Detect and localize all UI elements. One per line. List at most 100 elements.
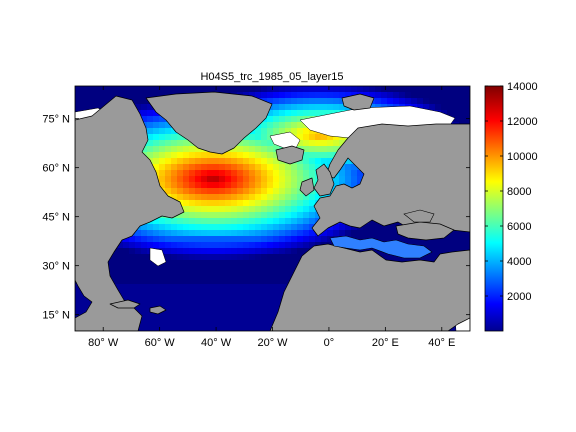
field-cell	[243, 272, 250, 279]
field-cell	[141, 308, 148, 315]
field-cell	[273, 212, 280, 219]
field-cell	[207, 248, 214, 255]
field-cell	[267, 320, 274, 327]
field-cell	[171, 284, 178, 291]
field-cell	[453, 98, 460, 105]
field-cell	[165, 158, 172, 165]
field-cell	[207, 290, 214, 297]
field-cell	[165, 248, 172, 255]
field-cell	[189, 230, 196, 237]
field-cell	[219, 254, 226, 261]
field-cell	[75, 98, 82, 105]
field-cell	[159, 320, 166, 327]
field-cell	[195, 242, 202, 249]
field-cell	[177, 302, 184, 309]
field-cell	[165, 146, 172, 153]
field-cell	[435, 236, 442, 243]
field-cell	[213, 314, 220, 321]
field-cell	[273, 176, 280, 183]
field-cell	[273, 182, 280, 189]
field-cell	[171, 188, 178, 195]
field-cell	[249, 86, 256, 93]
field-cell	[441, 242, 448, 249]
field-cell	[207, 176, 214, 183]
field-cell	[243, 146, 250, 153]
field-cell	[171, 236, 178, 243]
field-cell	[225, 278, 232, 285]
field-cell	[165, 314, 172, 321]
field-cell	[465, 230, 470, 237]
field-cell	[249, 194, 256, 201]
field-cell	[279, 290, 286, 297]
field-cell	[123, 242, 130, 249]
field-cell	[183, 182, 190, 189]
field-cell	[225, 296, 232, 303]
field-cell	[195, 188, 202, 195]
field-cell	[285, 98, 292, 105]
field-cell	[363, 224, 370, 231]
field-cell	[375, 248, 382, 255]
field-cell	[261, 146, 268, 153]
field-cell	[201, 230, 208, 237]
field-cell	[387, 236, 394, 243]
field-cell	[303, 248, 310, 255]
field-cell	[297, 116, 304, 123]
field-cell	[465, 92, 470, 99]
field-cell	[465, 116, 470, 123]
field-cell	[219, 170, 226, 177]
field-cell	[279, 230, 286, 237]
field-cell	[405, 98, 412, 105]
x-tick-label: 40° W	[201, 337, 232, 349]
field-cell	[243, 158, 250, 165]
field-cell	[153, 164, 160, 171]
field-cell	[435, 98, 442, 105]
field-cell	[465, 104, 470, 111]
colorbar-tick-label: 4000	[507, 256, 531, 268]
field-cell	[189, 248, 196, 255]
field-cell	[213, 224, 220, 231]
field-cell	[177, 296, 184, 303]
field-cell	[189, 320, 196, 327]
field-cell	[459, 86, 466, 93]
field-cell	[273, 122, 280, 129]
field-cell	[303, 170, 310, 177]
field-cell	[225, 308, 232, 315]
field-cell	[303, 86, 310, 93]
field-cell	[399, 92, 406, 99]
field-cell	[213, 308, 220, 315]
field-cell	[261, 194, 268, 201]
field-cell	[369, 92, 376, 99]
field-cell	[243, 248, 250, 255]
field-cell	[369, 86, 376, 93]
field-cell	[207, 194, 214, 201]
field-cell	[231, 302, 238, 309]
field-cell	[75, 296, 82, 303]
field-cell	[309, 206, 316, 213]
field-cell	[123, 290, 130, 297]
field-cell	[237, 176, 244, 183]
field-cell	[219, 158, 226, 165]
field-cell	[243, 182, 250, 189]
field-cell	[267, 206, 274, 213]
field-cell	[447, 248, 454, 255]
field-cell	[231, 308, 238, 315]
field-cell	[219, 320, 226, 327]
field-cell	[261, 206, 268, 213]
field-cell	[291, 212, 298, 219]
field-cell	[183, 260, 190, 267]
field-cell	[219, 296, 226, 303]
field-cell	[231, 320, 238, 327]
field-cell	[435, 92, 442, 99]
field-cell	[339, 176, 346, 183]
field-cell	[135, 260, 142, 267]
field-cell	[171, 140, 178, 147]
field-cell	[105, 98, 112, 105]
field-cell	[459, 98, 466, 105]
field-cell	[201, 260, 208, 267]
field-cell	[123, 236, 130, 243]
field-cell	[423, 254, 430, 261]
field-cell	[273, 86, 280, 93]
field-cell	[87, 104, 94, 111]
field-cell	[141, 266, 148, 273]
field-cell	[285, 242, 292, 249]
